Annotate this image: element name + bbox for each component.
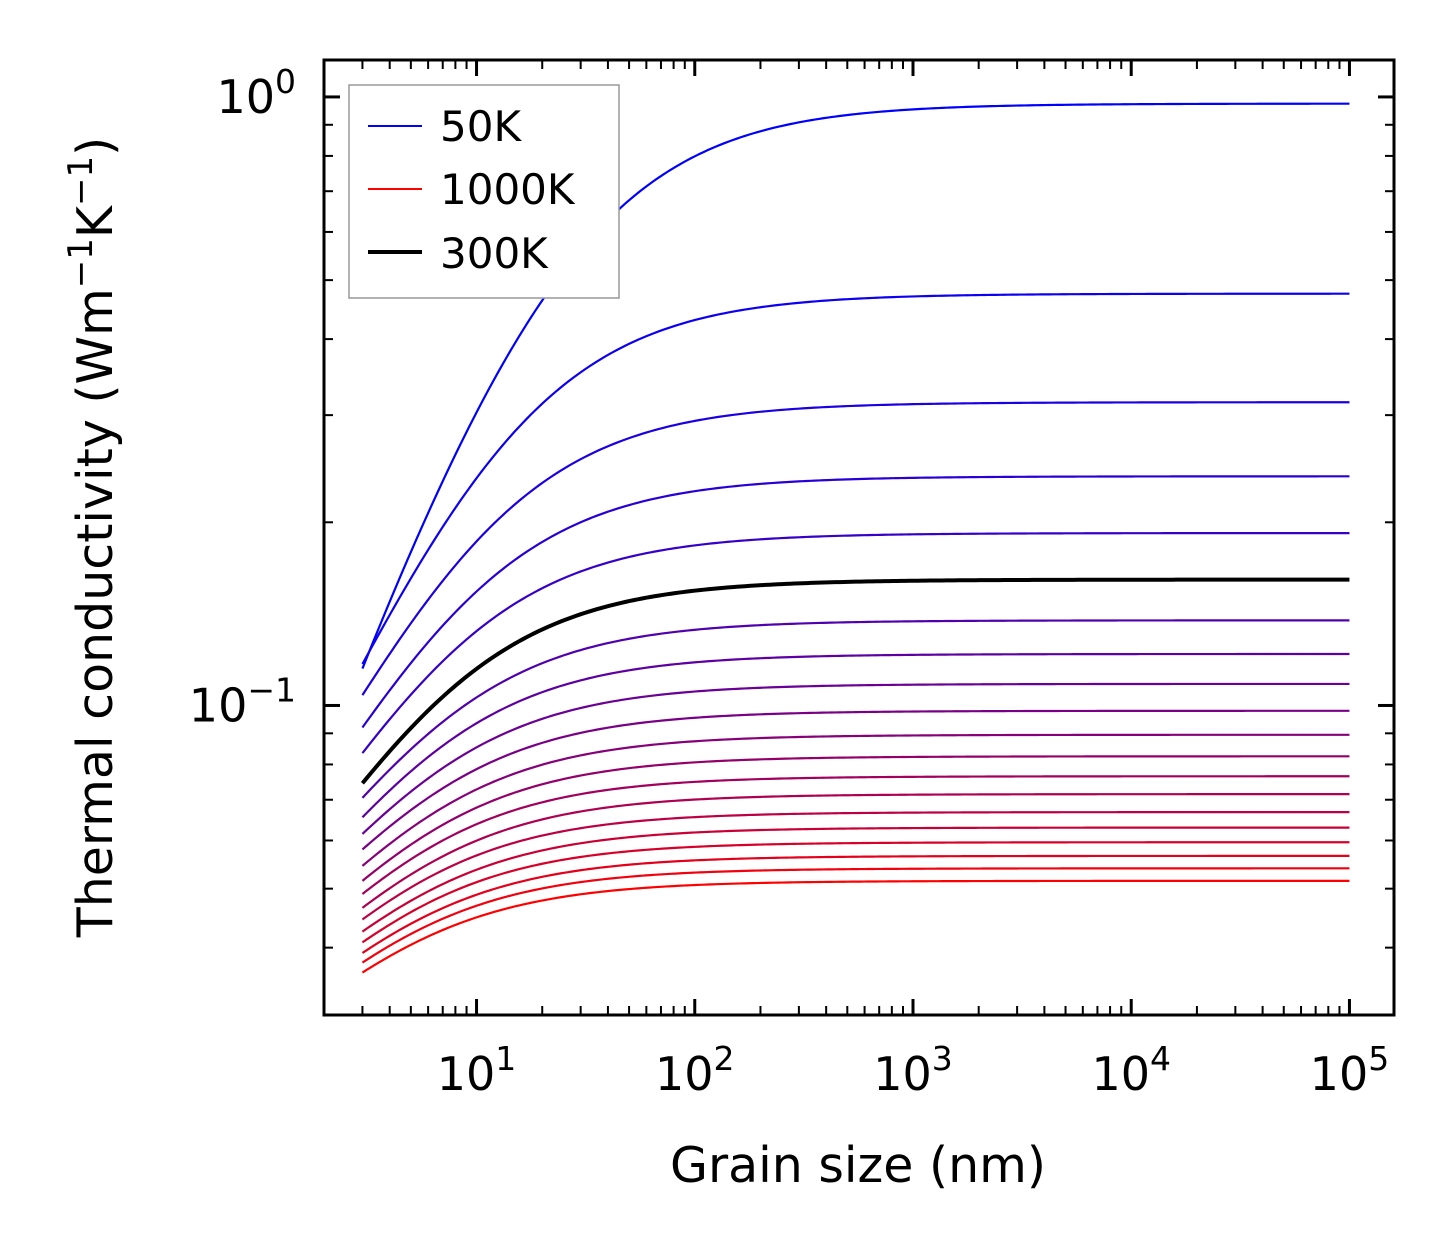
series-line-200k <box>361 475 1350 729</box>
legend-label-50k: 50K <box>440 102 522 151</box>
series-line-250k <box>361 531 1350 754</box>
x-tick-label: 105 <box>1310 1039 1390 1101</box>
series-line-800k <box>361 826 1350 933</box>
series-line-850k <box>361 841 1350 944</box>
x-tick-label: 103 <box>873 1039 953 1101</box>
series-line-950k <box>361 867 1350 964</box>
series-line-100k <box>361 292 1350 665</box>
y-tick-label: 100 <box>216 62 296 124</box>
series-line-300k <box>360 577 1350 785</box>
y-tick-labels: 100 10−1 <box>189 62 296 733</box>
legend-label-300k: 300K <box>440 229 549 278</box>
legend: 50K 1000K 300K <box>348 84 620 299</box>
x-tick-labels: 101 102 103 104 105 <box>437 1039 1389 1101</box>
series-layer <box>360 102 1350 974</box>
series-line-500k <box>361 709 1350 851</box>
series-line-650k <box>361 775 1350 895</box>
x-tick-label: 102 <box>655 1039 735 1101</box>
series-line-50k <box>361 102 1350 669</box>
series-line-700k <box>361 793 1350 909</box>
series-line-350k <box>361 619 1350 799</box>
x-tick-label: 101 <box>437 1039 517 1101</box>
x-tick-label: 104 <box>1091 1039 1171 1101</box>
x-axis-label: Grain size (nm) <box>670 1137 1046 1194</box>
series-line-750k <box>361 811 1350 921</box>
y-axis-label: Thermal conductivity (Wm−1K−1) <box>61 137 124 938</box>
series-line-150k <box>361 401 1350 696</box>
series-line-450k <box>361 682 1350 835</box>
series-line-400k <box>361 652 1350 819</box>
legend-label-1000k: 1000K <box>440 165 576 214</box>
y-tick-label: 10−1 <box>189 670 296 732</box>
plot-frame <box>322 58 1396 1017</box>
series-line-1000k <box>361 879 1350 974</box>
legend-box <box>348 84 620 299</box>
series-line-600k <box>361 755 1350 882</box>
series-line-550k <box>361 733 1350 867</box>
series-line-900k <box>361 854 1350 954</box>
